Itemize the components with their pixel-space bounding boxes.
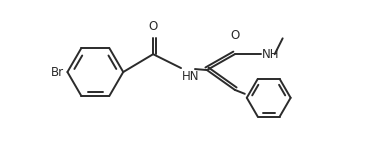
Text: Br: Br — [51, 66, 64, 79]
Text: O: O — [230, 29, 239, 42]
Text: NH: NH — [262, 48, 279, 61]
Text: O: O — [149, 20, 158, 33]
Text: HN: HN — [182, 70, 199, 83]
